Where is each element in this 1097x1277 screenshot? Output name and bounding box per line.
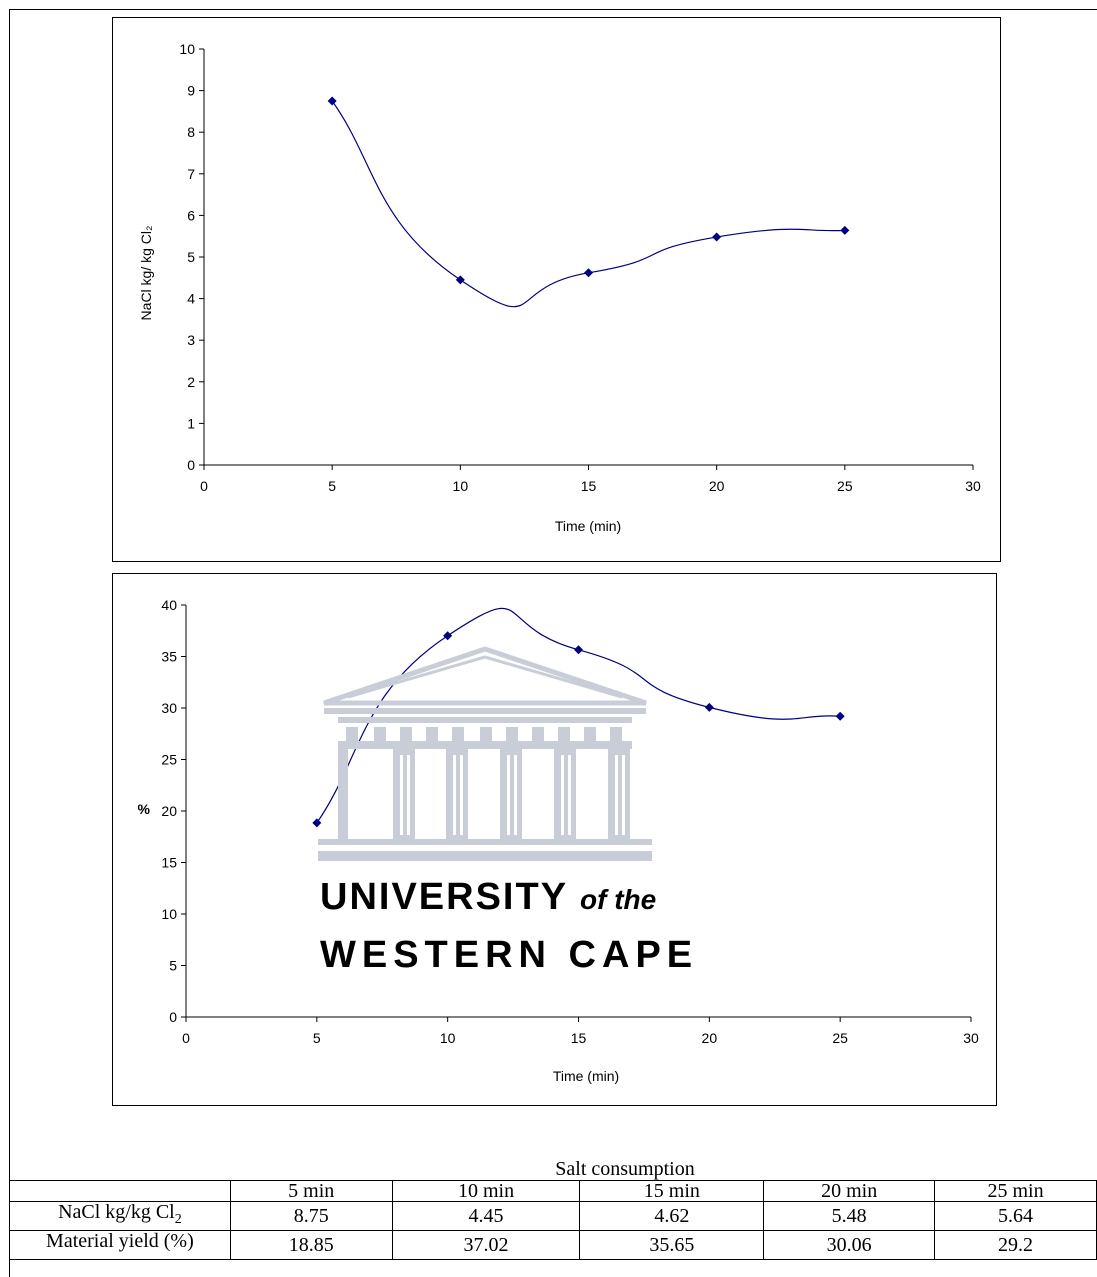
y-tick-label: 7 bbox=[187, 166, 195, 182]
y-tick-label: 30 bbox=[161, 700, 177, 716]
table-row: NaCl kg/kg Cl2 8.75 4.45 4.62 5.48 5.64 bbox=[9, 1201, 1097, 1231]
x-tick-label: 20 bbox=[702, 1030, 718, 1046]
y-tick-label: 2 bbox=[187, 374, 195, 390]
x-tick-label: 10 bbox=[453, 478, 469, 494]
x-tick-label: 30 bbox=[963, 1030, 979, 1046]
table-header-cell: 15 min bbox=[579, 1180, 765, 1202]
y-tick-label: 5 bbox=[187, 249, 195, 265]
row-label-main: NaCl kg/kg Cl bbox=[58, 1201, 175, 1223]
y-tick-label: 10 bbox=[179, 41, 195, 57]
table-cell: 18.85 bbox=[229, 1230, 393, 1260]
y-tick-label: 9 bbox=[187, 83, 195, 99]
watermark-line1-suffix: of the bbox=[580, 884, 656, 915]
row-label: Material yield (%) bbox=[9, 1230, 231, 1260]
table-header-row: 5 min 10 min 15 min 20 min 25 min bbox=[9, 1180, 1097, 1202]
y-tick-label: 10 bbox=[161, 906, 177, 922]
table-header-cell: 20 min bbox=[763, 1180, 936, 1202]
x-tick-label: 20 bbox=[709, 478, 725, 494]
data-point bbox=[584, 268, 593, 278]
data-point bbox=[704, 702, 714, 712]
y-tick-label: 0 bbox=[187, 457, 195, 473]
x-tick-label: 5 bbox=[313, 1030, 321, 1046]
x-tick-label: 25 bbox=[837, 478, 853, 494]
x-tick-label: 25 bbox=[832, 1030, 848, 1046]
y-tick-label: 6 bbox=[187, 207, 195, 223]
x-tick-label: 0 bbox=[200, 478, 208, 494]
y-axis-label: NaCl kg/ kg Cl₂ bbox=[138, 226, 154, 321]
x-tick-label: 15 bbox=[571, 1030, 587, 1046]
series-line bbox=[316, 607, 841, 824]
data-point bbox=[574, 645, 583, 655]
x-tick-label: 0 bbox=[182, 1030, 190, 1046]
table-cell: 5.48 bbox=[763, 1201, 936, 1231]
table-caption: Salt consumption bbox=[555, 1158, 695, 1180]
x-axis-label: Time (min) bbox=[555, 518, 621, 534]
table-cell: 4.62 bbox=[579, 1201, 765, 1231]
watermark-line1: UNIVERSITY bbox=[320, 876, 568, 918]
series-line bbox=[331, 100, 845, 308]
data-point bbox=[327, 96, 337, 106]
x-tick-label: 30 bbox=[965, 478, 981, 494]
table-cell: 30.06 bbox=[763, 1230, 936, 1260]
row-label: NaCl kg/kg Cl2 bbox=[9, 1201, 231, 1231]
row-label-main: Material yield (%) bbox=[46, 1230, 194, 1252]
table-header-cell: 10 min bbox=[391, 1180, 581, 1202]
chart-nacl-svg: NaCl kg/ kg Cl₂ Time (min) 0 1 2 3 4 5 6 7 8 9 10 0… bbox=[138, 41, 981, 534]
university-watermark: UNIVERSITY of the WESTERN CAPE bbox=[318, 646, 692, 976]
data-point bbox=[443, 631, 453, 641]
table-row: Material yield (%) 18.85 37.02 35.65 30.… bbox=[9, 1230, 1097, 1260]
y-tick-label: 35 bbox=[161, 649, 177, 665]
table-cell: 8.75 bbox=[229, 1201, 393, 1231]
table-cell: 4.45 bbox=[391, 1201, 581, 1231]
y-tick-label: 8 bbox=[187, 124, 195, 140]
y-tick-label: 4 bbox=[187, 291, 195, 307]
chart-yield-svg: % Time (min) 0 5 10 15 20 25 30 35 40 0 5 10 15 20 25 3… bbox=[138, 597, 979, 1084]
data-point bbox=[312, 818, 322, 828]
y-tick-label: 40 bbox=[161, 597, 177, 613]
data-point bbox=[835, 711, 845, 721]
y-tick-label: 1 bbox=[187, 415, 195, 431]
table-cell: 35.65 bbox=[579, 1230, 765, 1260]
y-tick-label: 15 bbox=[161, 855, 177, 871]
salt-consumption-table: 5 min 10 min 15 min 20 min 25 min NaCl k… bbox=[9, 1180, 1097, 1260]
row-label-sub: 2 bbox=[174, 1212, 182, 1227]
x-tick-label: 10 bbox=[440, 1030, 456, 1046]
y-tick-label: 20 bbox=[161, 803, 177, 819]
y-tick-label: 0 bbox=[169, 1009, 177, 1025]
watermark-line2: WESTERN CAPE bbox=[320, 934, 698, 976]
data-point bbox=[840, 225, 850, 235]
y-axis-label: % bbox=[138, 801, 151, 817]
data-point bbox=[712, 232, 722, 242]
x-tick-label: 5 bbox=[328, 478, 336, 494]
y-tick-label: 25 bbox=[161, 752, 177, 768]
x-axis-label: Time (min) bbox=[553, 1068, 619, 1084]
data-point bbox=[455, 275, 465, 285]
table-cell: 37.02 bbox=[391, 1230, 581, 1260]
table-header-cell: 25 min bbox=[934, 1180, 1097, 1202]
table-cell: 5.64 bbox=[934, 1201, 1097, 1231]
y-tick-label: 5 bbox=[169, 958, 177, 974]
table-header-cell bbox=[9, 1180, 231, 1202]
table-header-cell: 5 min bbox=[229, 1180, 393, 1202]
x-tick-label: 15 bbox=[581, 478, 597, 494]
chart-nacl-consumption: NaCl kg/ kg Cl₂ Time (min) 0 1 2 3 4 5 6 7 8 9 10 0… bbox=[112, 17, 1001, 562]
y-tick-label: 3 bbox=[187, 332, 195, 348]
page-frame bbox=[9, 9, 1097, 1277]
table-cell: 29.2 bbox=[934, 1230, 1097, 1260]
